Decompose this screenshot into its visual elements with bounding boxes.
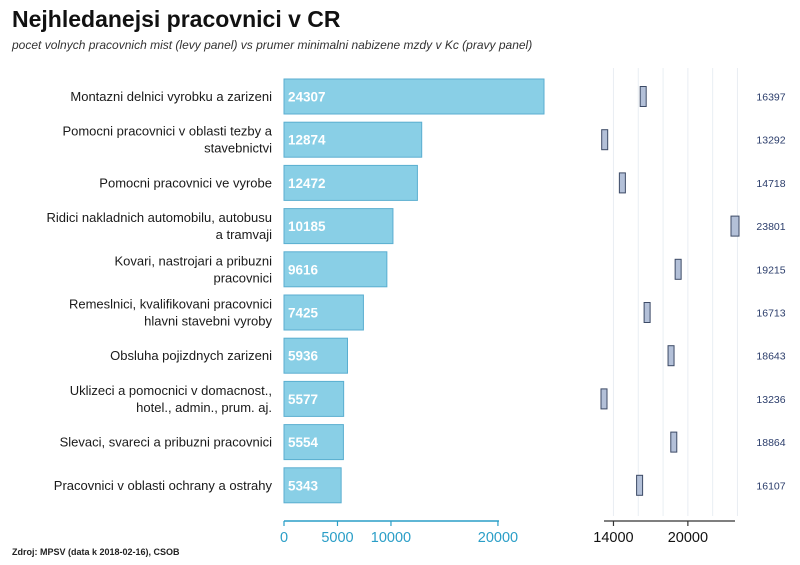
vacancy-bar xyxy=(283,164,418,201)
vacancy-bar-label: 5343 xyxy=(288,478,319,493)
right-x-tick-label: 20000 xyxy=(668,530,708,546)
category-label: Remeslnici, kvalifikovani pracovnici hlav… xyxy=(69,297,273,329)
wage-marker xyxy=(618,172,626,194)
wage-markers: 16397 13292 14718 23801 19215 16713 18643 13236… xyxy=(600,86,786,496)
vacancy-bar xyxy=(283,380,345,417)
wage-value-label: 16397 xyxy=(756,92,785,104)
vacancy-bar-label: 5936 xyxy=(288,349,319,364)
source-note: Zdroj: MPSV (data k 2018-02-16), CSOB xyxy=(12,547,180,557)
chart-subtitle: pocet volnych pracovnich mist (levy pane… xyxy=(12,38,533,52)
left-x-tick-label: 10000 xyxy=(371,530,411,546)
wage-value-label: 18643 xyxy=(756,351,785,363)
left-x-tick-label: 0 xyxy=(280,530,288,546)
category-label: Pomocni pracovnici ve vyrobe xyxy=(99,175,272,190)
vacancy-bar-label: 12472 xyxy=(288,176,326,191)
wage-value-label: 14718 xyxy=(756,178,785,190)
vacancy-bar xyxy=(283,467,342,504)
category-label: Slevaci, svareci a pribuzni pracovnici xyxy=(60,435,273,450)
x-axes: 0 5000 10000 20000 14000 20000 xyxy=(280,520,735,546)
vacancy-bar-label: 7425 xyxy=(288,306,319,321)
category-label: Pomocni pracovnici v oblasti tezby a stav… xyxy=(62,124,272,156)
vacancy-bar-label: 24307 xyxy=(288,90,326,105)
wage-panel-grid xyxy=(612,68,738,516)
wage-value-label: 23801 xyxy=(756,221,785,233)
vacancy-bar xyxy=(283,121,423,158)
wage-marker xyxy=(674,258,682,280)
vacancy-bar xyxy=(283,294,364,331)
vacancy-bar xyxy=(283,424,344,461)
wage-value-label: 13292 xyxy=(756,135,785,147)
category-label: Ridici nakladnich automobilu, autobusu a … xyxy=(47,210,273,242)
category-label: Montazni delnici vyrobku a zarizeni xyxy=(70,89,272,104)
category-label: Uklizeci a pomocnici v domacnost., hotel.… xyxy=(70,383,272,415)
left-x-tick-label: 20000 xyxy=(478,530,518,546)
category-label: Pracovnici v oblasti ochrany a ostrahy xyxy=(54,478,273,493)
chart-title: Nejhledanejsi pracovnici v CR xyxy=(12,6,341,32)
wage-value-label: 13236 xyxy=(756,394,785,406)
wage-value-label: 19215 xyxy=(756,264,785,276)
wage-marker xyxy=(636,474,644,496)
vacancy-bar xyxy=(283,78,545,115)
wage-marker xyxy=(670,431,678,453)
vacancy-bar-label: 5577 xyxy=(288,392,318,407)
vacancy-bar-label: 10185 xyxy=(288,219,326,234)
wage-marker xyxy=(600,388,608,410)
vacancy-bars: 24307 12874 12472 10185 9616 7425 5936 5577 5554… xyxy=(283,78,545,504)
vacancy-bar-label: 12874 xyxy=(288,133,326,148)
wage-value-label: 16713 xyxy=(756,308,785,320)
wage-marker xyxy=(730,215,740,237)
vacancy-bar xyxy=(283,337,348,374)
vacancy-bar xyxy=(283,251,388,288)
wage-value-label: 16107 xyxy=(756,480,785,492)
category-label: Obsluha pojizdnych zarizeni xyxy=(110,348,272,363)
wage-value-label: 18864 xyxy=(756,437,785,449)
vacancy-bar-label: 9616 xyxy=(288,262,319,277)
category-labels: Montazni delnici vyrobku a zarizeni Pomoc… xyxy=(47,89,273,493)
vacancy-bar-label: 5554 xyxy=(288,435,319,450)
wage-marker xyxy=(643,302,651,323)
wage-marker xyxy=(667,345,675,367)
left-x-tick-label: 5000 xyxy=(321,530,353,546)
right-x-tick-label: 14000 xyxy=(593,530,633,546)
wage-marker xyxy=(601,129,609,151)
vacancy-bar xyxy=(283,208,394,245)
wage-marker xyxy=(639,86,647,107)
category-label: Kovari, nastrojari a pribuzni pracovnici xyxy=(114,253,272,285)
